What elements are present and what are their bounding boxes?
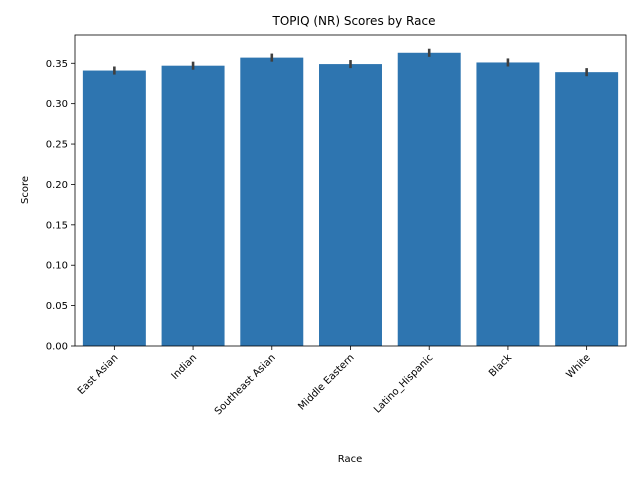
errorbars-group bbox=[113, 48, 588, 77]
bar-east-asian bbox=[82, 70, 146, 347]
bar-indian bbox=[161, 65, 225, 346]
y-tick-label: 0.30 bbox=[46, 99, 68, 110]
chart-title: TOPIQ (NR) Scores by Race bbox=[272, 14, 436, 28]
bar-southeast-asian bbox=[240, 57, 304, 346]
x-tick-label: East Asian bbox=[76, 352, 121, 397]
y-tick-label: 0.00 bbox=[46, 342, 68, 353]
y-tick-label: 0.15 bbox=[46, 220, 68, 231]
bar-black bbox=[476, 62, 540, 346]
x-tick-label: Southeast Asian bbox=[213, 352, 278, 417]
x-axis: East Asian Indian Southeast Asian Middle Ea… bbox=[76, 346, 593, 417]
bar-middle-eastern bbox=[319, 64, 382, 347]
y-axis: 0.00 0.05 0.10 0.15 0.20 0.25 0.30 0.35 bbox=[46, 59, 75, 353]
x-tick-label: Indian bbox=[170, 352, 200, 382]
bar-white bbox=[555, 72, 619, 346]
y-tick-label: 0.35 bbox=[46, 59, 68, 70]
plot-frame bbox=[74, 34, 627, 347]
y-tick-label: 0.25 bbox=[46, 140, 68, 151]
x-tick-label: Black bbox=[487, 352, 514, 379]
y-tick-label: 0.10 bbox=[46, 261, 68, 272]
x-tick-label: White bbox=[564, 352, 592, 380]
x-tick-label: Latino_Hispanic bbox=[372, 352, 435, 415]
x-tick-label: Middle Eastern bbox=[296, 352, 356, 412]
y-tick-label: 0.20 bbox=[46, 180, 68, 191]
bar-latino-hispanic bbox=[397, 52, 461, 347]
bars-group bbox=[82, 52, 619, 347]
x-axis-label: Race bbox=[338, 454, 363, 465]
y-axis-label: Score bbox=[20, 176, 31, 204]
y-tick-label: 0.05 bbox=[46, 301, 68, 312]
